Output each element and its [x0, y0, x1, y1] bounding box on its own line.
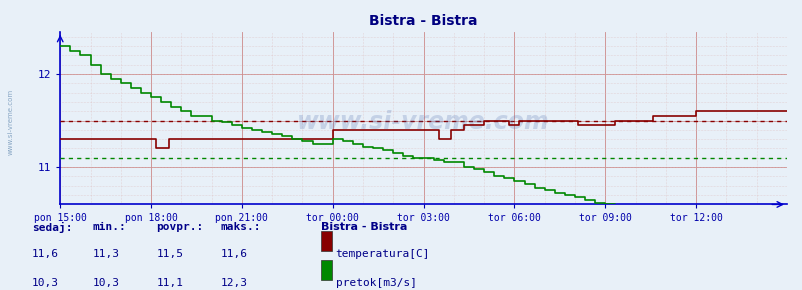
Text: 11,3: 11,3 — [92, 249, 119, 259]
Text: www.si-vreme.com: www.si-vreme.com — [297, 110, 549, 134]
Title: Bistra - Bistra: Bistra - Bistra — [369, 14, 477, 28]
Text: povpr.:: povpr.: — [156, 222, 204, 232]
Bar — [321, 260, 332, 280]
Bar — [321, 231, 332, 251]
Text: 10,3: 10,3 — [32, 278, 59, 288]
Text: 11,6: 11,6 — [221, 249, 248, 259]
Text: maks.:: maks.: — [221, 222, 261, 232]
Text: sedaj:: sedaj: — [32, 222, 72, 233]
Text: min.:: min.: — [92, 222, 126, 232]
Text: 11,1: 11,1 — [156, 278, 184, 288]
Text: temperatura[C]: temperatura[C] — [335, 249, 430, 259]
Text: www.si-vreme.com: www.si-vreme.com — [8, 89, 14, 155]
Text: 10,3: 10,3 — [92, 278, 119, 288]
Text: Bistra - Bistra: Bistra - Bistra — [321, 222, 407, 232]
Text: pretok[m3/s]: pretok[m3/s] — [335, 278, 416, 288]
Text: 11,5: 11,5 — [156, 249, 184, 259]
Text: 11,6: 11,6 — [32, 249, 59, 259]
Text: 12,3: 12,3 — [221, 278, 248, 288]
